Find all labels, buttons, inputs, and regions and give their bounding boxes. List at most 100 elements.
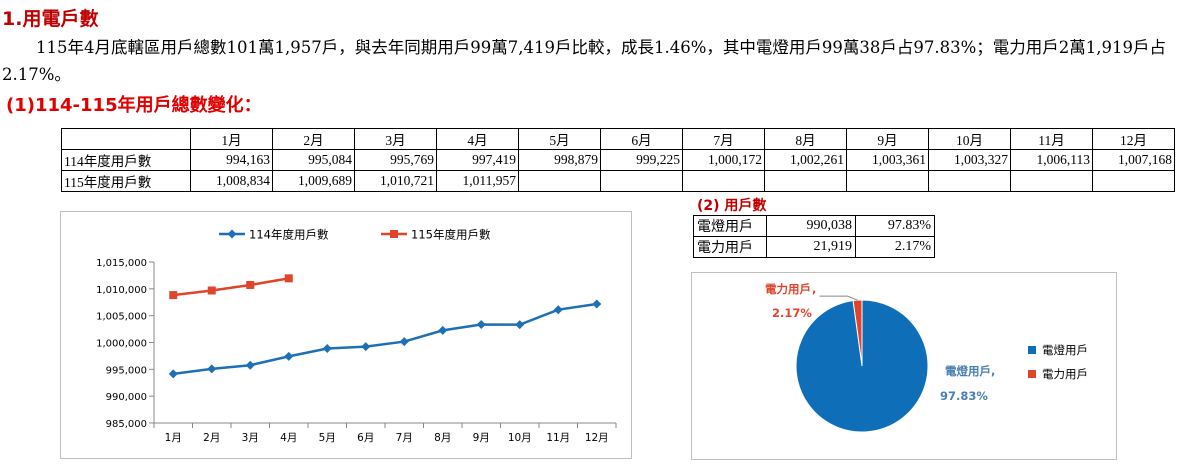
table-row: 115年度用戶數 1,008,834 1,009,689 1,010,721 1,011… — [61, 170, 1175, 192]
summary-count: 990,038 — [766, 215, 856, 237]
table-cell — [682, 170, 765, 192]
table-month-header: 12月 — [1092, 128, 1175, 150]
table-month-header: 4月 — [436, 128, 519, 150]
table-cell: 999,225 — [600, 149, 683, 171]
x-tick-label: 8月 — [434, 432, 451, 444]
table-row-label: 115年度用戶數 — [61, 170, 191, 192]
table-cell: 1,003,361 — [846, 149, 929, 171]
section-subtitle-trend: (1)114-115年用戶總數變化： — [6, 95, 262, 116]
summary-share: 2.17% — [855, 236, 935, 258]
table-cell: 1,006,113 — [1010, 149, 1093, 171]
table-header-row: 1月 2月 3月 4月 5月 6月 7月 8月 9月 10月 11月 12月 — [61, 128, 1175, 150]
y-tick-label: 1,005,000 — [96, 312, 147, 323]
series-point-1 — [322, 344, 332, 354]
table-month-header: 5月 — [518, 128, 601, 150]
legend-label-2: 115年度用戶數 — [411, 228, 491, 242]
table-month-header: 6月 — [600, 128, 683, 150]
table-cell: 1,008,834 — [190, 170, 273, 192]
line-chart-panel: 985,000 990,000 995,000 1,000,000 1,005,000 1… — [60, 211, 632, 459]
table-cell: 1,007,168 — [1092, 149, 1175, 171]
table-cell — [1010, 170, 1093, 192]
pie-legend-swatch-2 — [1028, 370, 1036, 378]
table-cell — [518, 170, 601, 192]
table-cell: 1,002,261 — [764, 149, 847, 171]
table-cell — [846, 170, 929, 192]
table-cell: 1,010,721 — [354, 170, 437, 192]
table-cell: 1,011,957 — [436, 170, 519, 192]
pie-legend-label-2: 電力用戶 — [1042, 367, 1088, 381]
y-tick-label: 990,000 — [106, 392, 147, 403]
user-type-table: 電燈用戶 990,038 97.83% 電力用戶 21,919 2.17% — [693, 215, 935, 258]
pie-label-sep-1: , — [991, 364, 995, 378]
pie-label-name-2: 電力用戶 — [765, 282, 811, 296]
x-tick-label: 3月 — [242, 432, 259, 444]
series-point-1 — [476, 319, 486, 329]
table-cell: 995,084 — [272, 149, 355, 171]
pie-slice-1 — [795, 299, 929, 433]
table-month-header: 7月 — [682, 128, 765, 150]
series-line-1 — [173, 302, 597, 376]
series-point-2 — [284, 274, 293, 283]
series-point-1 — [438, 325, 448, 335]
table-cell: 1,009,689 — [272, 170, 355, 192]
line-chart: 985,000 990,000 995,000 1,000,000 1,005,000 1… — [96, 228, 617, 444]
series-point-1 — [592, 299, 602, 309]
x-tick-label: 11月 — [546, 432, 570, 444]
table-cell — [1092, 170, 1175, 192]
series-point-1 — [207, 364, 217, 374]
y-tick-label: 985,000 — [106, 419, 147, 430]
pie-leader-line — [819, 295, 858, 301]
x-tick-label: 1月 — [165, 432, 182, 444]
table-corner-cell — [61, 128, 191, 150]
pie-label-pct-1: 97.83% — [940, 389, 988, 403]
series-point-1 — [399, 337, 409, 347]
table-cell: 1,000,172 — [682, 149, 765, 171]
series-point-2 — [169, 291, 178, 300]
x-tick-label: 2月 — [203, 432, 220, 444]
pie-label-pct-2: 2.17% — [772, 306, 812, 320]
series-point-2 — [246, 280, 255, 289]
table-month-header: 1月 — [190, 128, 273, 150]
monthly-users-table: 1月 2月 3月 4月 5月 6月 7月 8月 9月 10月 11月 12月 114年度用戶數 994,1… — [61, 128, 1175, 192]
series-point-2 — [207, 286, 216, 295]
summary-share: 97.83% — [855, 215, 935, 237]
table-row-label: 114年度用戶數 — [61, 149, 191, 171]
series-point-1 — [361, 342, 371, 352]
table-cell — [764, 170, 847, 192]
pie-legend-swatch-1 — [1028, 346, 1036, 354]
y-tick-label: 1,015,000 — [96, 258, 147, 269]
table-row: 114年度用戶數 994,163 995,084 995,769 997,419 998,… — [61, 149, 1175, 171]
table-cell: 995,769 — [354, 149, 437, 171]
series-point-1 — [168, 369, 178, 379]
table-cell: 1,003,327 — [928, 149, 1011, 171]
legend-marker-2 — [390, 230, 398, 238]
series-point-1 — [245, 360, 255, 370]
series-point-1 — [284, 351, 294, 361]
summary-count: 21,919 — [766, 236, 856, 258]
table-cell — [600, 170, 683, 192]
table-month-header: 9月 — [846, 128, 929, 150]
x-tick-label: 9月 — [473, 432, 490, 444]
x-tick-label: 12月 — [585, 432, 609, 444]
pie-legend-label-1: 電燈用戶 — [1042, 343, 1088, 357]
x-tick-label: 6月 — [357, 432, 374, 444]
table-month-header: 11月 — [1010, 128, 1093, 150]
section-subtitle-users: (2) 用戶數 — [697, 198, 767, 214]
table-cell — [928, 170, 1011, 192]
y-tick-label: 1,010,000 — [96, 285, 147, 296]
page-title: 1.用電戶數 — [2, 8, 99, 30]
table-month-header: 2月 — [272, 128, 355, 150]
pie-label-sep-2: , — [812, 282, 816, 296]
series-point-1 — [553, 305, 563, 315]
legend-marker-1 — [227, 229, 237, 239]
y-tick-label: 1,000,000 — [96, 339, 147, 350]
summary-label: 電燈用戶 — [693, 215, 767, 237]
series-line-2 — [173, 277, 289, 297]
table-cell: 994,163 — [190, 149, 273, 171]
summary-label: 電力用戶 — [693, 236, 767, 258]
x-tick-label: 5月 — [319, 432, 336, 444]
pie-label-name-1: 電燈用戶 — [945, 364, 991, 378]
x-tick-label: 7月 — [396, 432, 413, 444]
table-cell: 997,419 — [436, 149, 519, 171]
